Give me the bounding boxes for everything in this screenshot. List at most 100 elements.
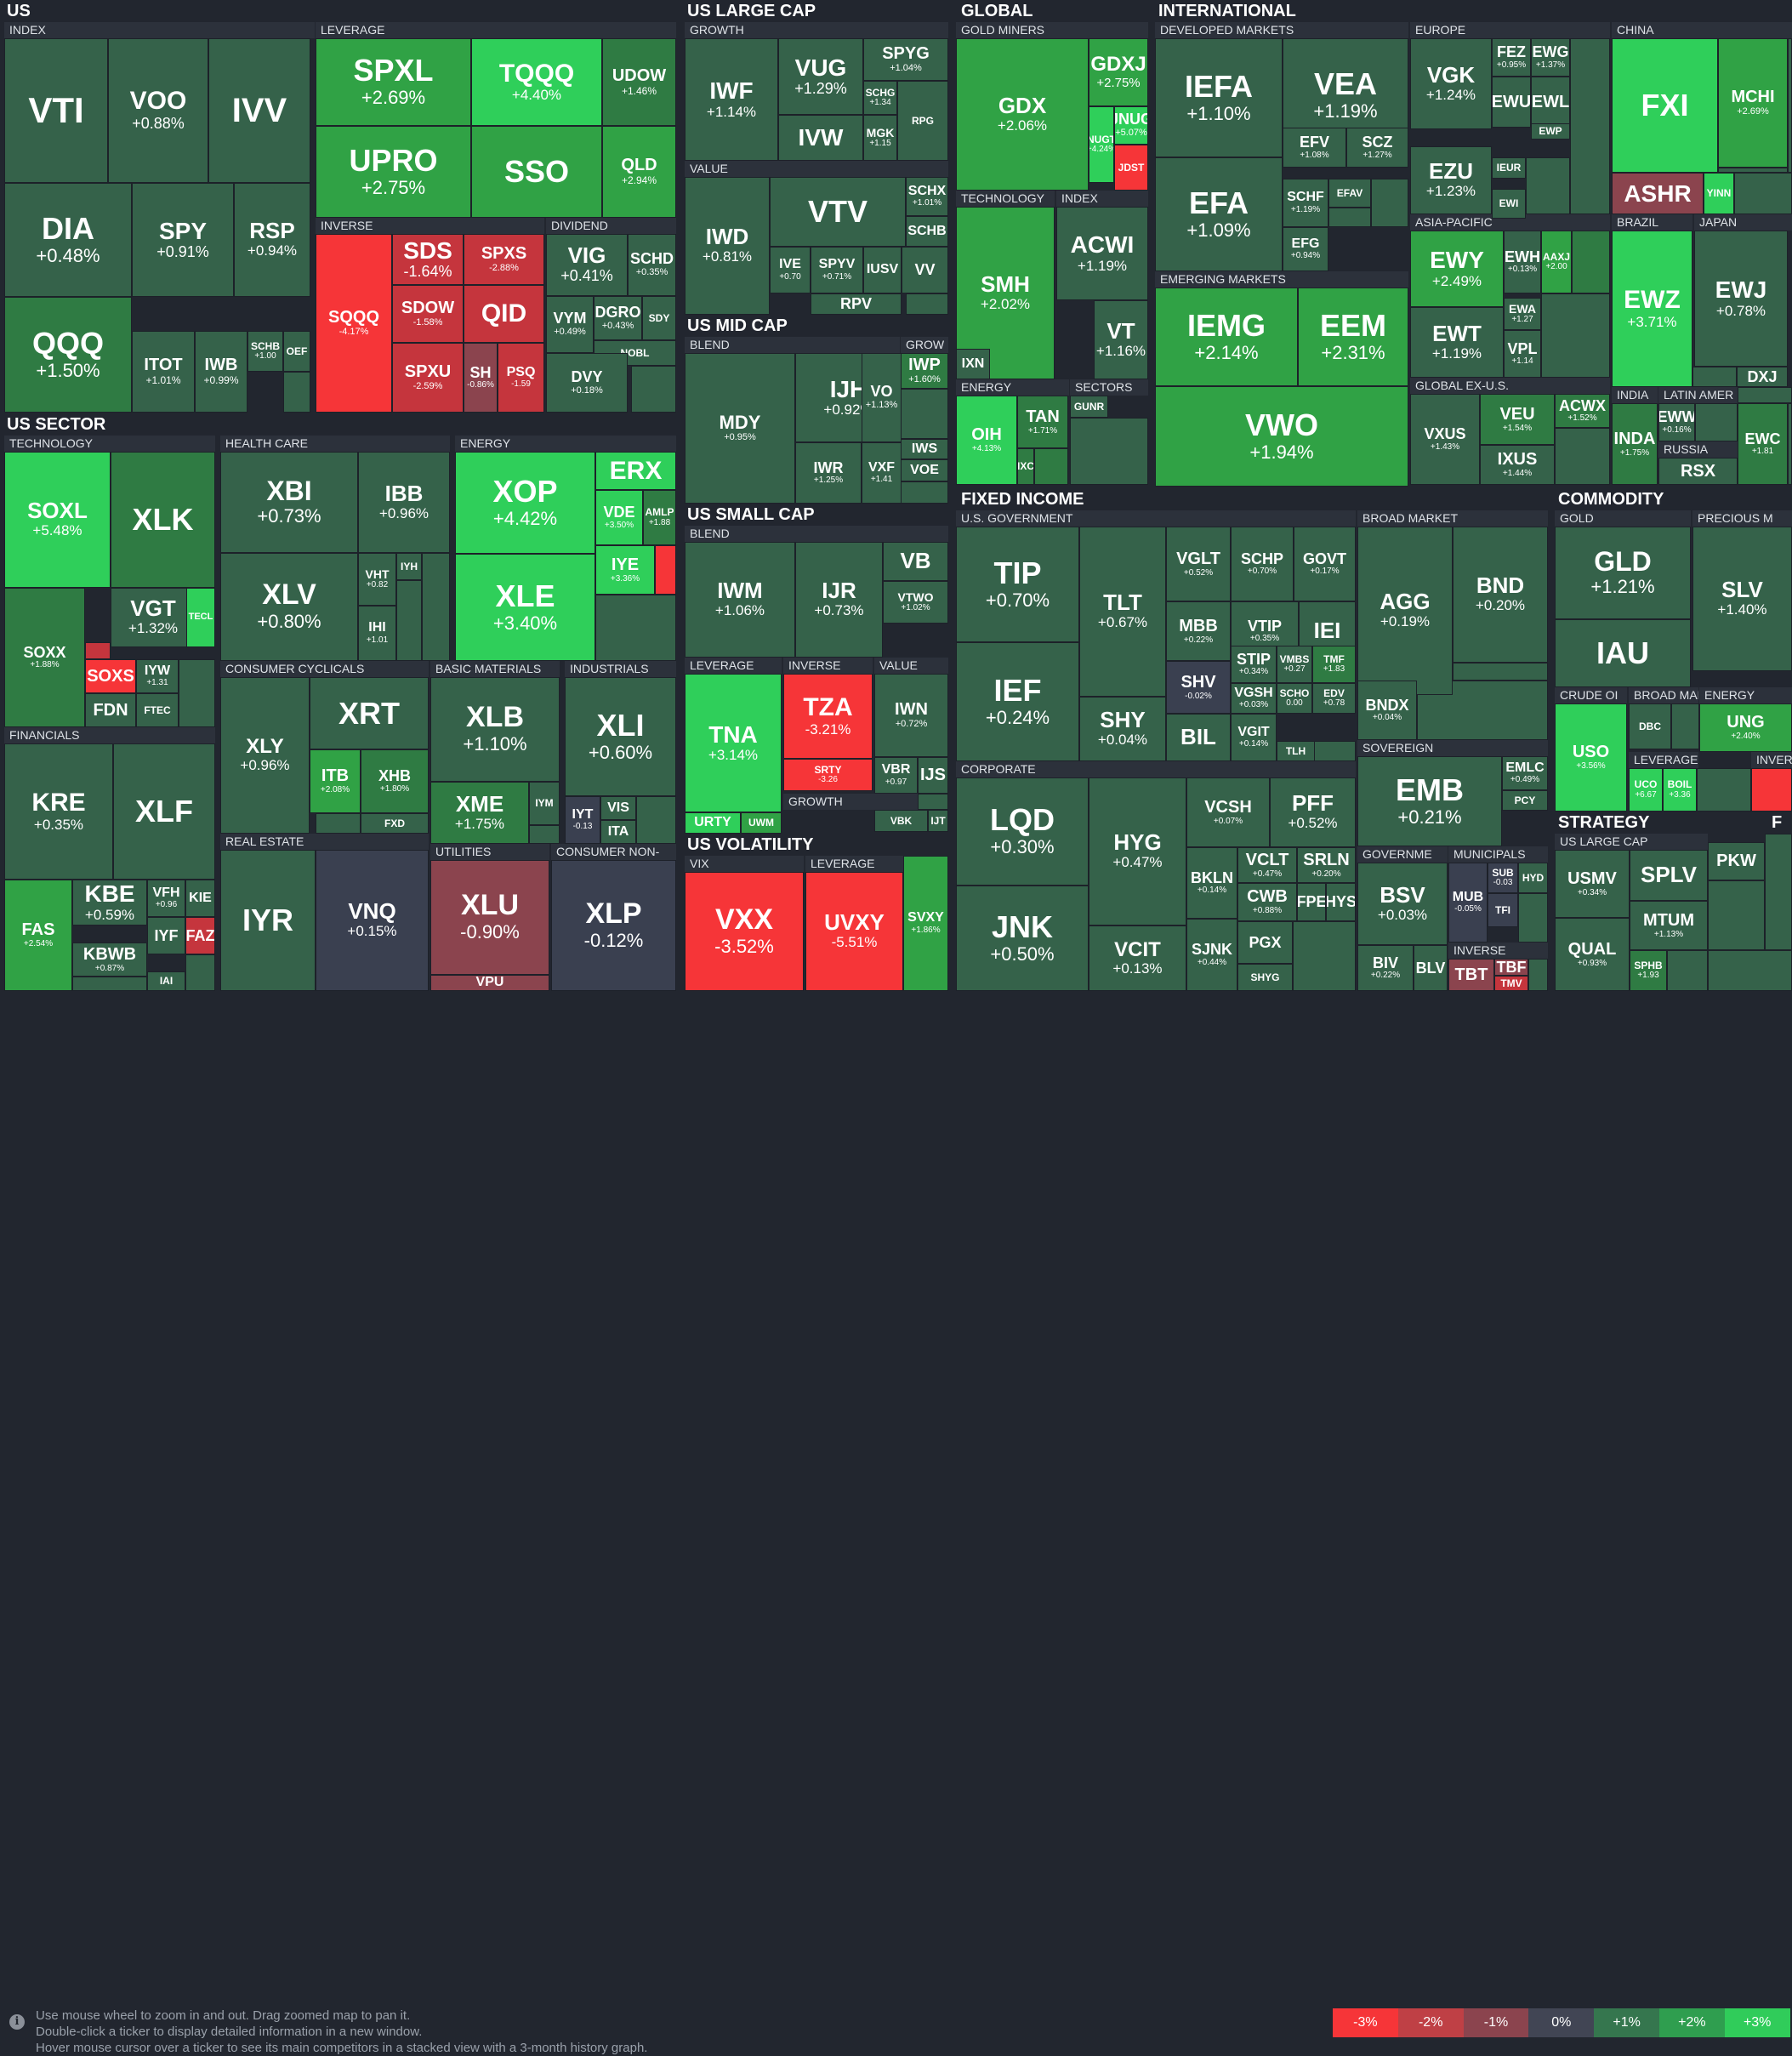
ticker-tile-sub[interactable]: SUB -0.03 [1488, 863, 1518, 893]
ticker-tile-schb[interactable]: SCHB [906, 216, 948, 247]
ticker-tile-vym[interactable]: VYM +0.49% [546, 296, 594, 353]
ticker-tile-xlv[interactable]: XLV +0.80% [220, 553, 358, 661]
ticker-tile-rpg[interactable]: RPG [897, 81, 948, 161]
ticker-tile-xrt[interactable]: XRT [310, 677, 429, 749]
ticker-tile-emlc[interactable]: EMLC +0.49% [1502, 756, 1548, 790]
ticker-tile-dbc[interactable]: DBC [1629, 703, 1671, 749]
ticker-tile-tecl[interactable]: TECL [186, 588, 215, 647]
ticker-tile-soxx[interactable]: SOXX +1.88% [4, 588, 85, 727]
ticker-tile-small[interactable] [595, 595, 676, 661]
ticker-tile-sdy[interactable]: SDY [642, 296, 676, 340]
ticker-tile-sdow[interactable]: SDOW -1.58% [392, 285, 464, 343]
ticker-tile-voo[interactable]: VOO +0.88% [108, 38, 208, 183]
ticker-tile-rsx[interactable]: RSX [1658, 458, 1738, 485]
ticker-tile-soxs[interactable]: SOXS [85, 659, 136, 693]
ticker-tile-vpu[interactable]: VPU [430, 975, 549, 991]
ticker-tile-tip[interactable]: TIP +0.70% [956, 527, 1079, 642]
ticker-tile-ihi[interactable]: IHI +1.01 [358, 606, 396, 661]
ticker-tile-vmbs[interactable]: VMBS +0.27 [1277, 646, 1312, 683]
ticker-tile-slv[interactable]: SLV +1.40% [1692, 527, 1792, 671]
ticker-tile-faz[interactable]: FAZ [185, 917, 215, 954]
ticker-tile-shv[interactable]: SHV -0.02% [1166, 661, 1231, 714]
ticker-tile-vht[interactable]: VHT +0.82 [358, 553, 396, 606]
ticker-tile-ewy[interactable]: EWY +2.49% [1410, 231, 1504, 307]
ticker-tile-splv[interactable]: SPLV [1630, 850, 1708, 901]
ticker-tile-dgro[interactable]: DGRO +0.43% [594, 296, 642, 340]
ticker-tile-iyr[interactable]: IYR [220, 850, 316, 991]
ticker-tile-vv[interactable]: VV [902, 247, 948, 293]
ticker-tile-nugt[interactable]: NUGT+4.24% [1089, 106, 1114, 183]
ticker-tile-small[interactable] [1570, 38, 1610, 214]
ticker-tile-small[interactable] [636, 796, 676, 844]
ticker-tile-spyv[interactable]: SPYV +0.71% [811, 247, 863, 293]
ticker-tile-small[interactable] [1526, 157, 1570, 214]
ticker-tile-efav[interactable]: EFAV [1328, 179, 1371, 208]
ticker-tile-gunr[interactable]: GUNR [1070, 396, 1108, 418]
ticker-tile-qual[interactable]: QUAL +0.93% [1555, 918, 1630, 991]
ticker-tile-small[interactable] [529, 825, 560, 844]
ticker-tile-bndx[interactable]: BNDX +0.04% [1357, 681, 1417, 740]
ticker-tile-ewt[interactable]: EWT +1.19% [1410, 307, 1504, 378]
ticker-tile-schx[interactable]: SCHX +1.01% [906, 177, 948, 216]
ticker-tile-edv[interactable]: EDV +0.78 [1312, 683, 1356, 714]
ticker-tile-qld[interactable]: QLD +2.94% [602, 126, 676, 218]
ticker-tile-boil[interactable]: BOIL +3.36 [1663, 768, 1697, 812]
ticker-tile-pkw[interactable]: PKW [1708, 842, 1765, 880]
ticker-tile-small[interactable] [1328, 208, 1371, 227]
ticker-tile-ita[interactable]: ITA [600, 820, 636, 844]
ticker-tile-xlb[interactable]: XLB +1.10% [430, 677, 560, 782]
ticker-tile-qid[interactable]: QID [464, 285, 544, 343]
ticker-tile-small[interactable] [1528, 959, 1548, 991]
ticker-tile-ixn[interactable]: IXN [956, 349, 990, 379]
ticker-tile-agg[interactable]: AGG +0.19% [1357, 527, 1453, 695]
ticker-tile-small[interactable] [1788, 38, 1792, 173]
ticker-tile-xbi[interactable]: XBI +0.73% [220, 452, 358, 553]
ticker-tile-ivw[interactable]: IVW [778, 115, 863, 161]
ticker-tile-soxl[interactable]: SOXL +5.48% [4, 452, 111, 588]
ticker-tile-fdn[interactable]: FDN [85, 693, 136, 727]
ticker-tile-tqqq[interactable]: TQQQ +4.40% [471, 38, 602, 126]
ticker-tile-ijs[interactable]: IJS [918, 757, 948, 794]
ticker-tile-mub[interactable]: MUB -0.05% [1448, 863, 1488, 943]
ticker-tile-kbe[interactable]: KBE +0.59% [72, 880, 147, 925]
ticker-tile-oih[interactable]: OIH +4.13% [956, 396, 1017, 485]
ticker-tile-ftec[interactable]: FTEC [136, 693, 179, 727]
ticker-tile-stip[interactable]: STIP +0.34% [1231, 646, 1277, 683]
ticker-tile-vis[interactable]: VIS [600, 796, 636, 820]
ticker-tile-small[interactable] [1034, 448, 1068, 485]
ticker-tile-vpl[interactable]: VPL +1.14 [1504, 330, 1541, 378]
ticker-tile-ewj[interactable]: EWJ +0.78% [1694, 231, 1788, 367]
ticker-tile-efg[interactable]: EFG +0.94% [1283, 227, 1328, 271]
ticker-tile-erx[interactable]: ERX [595, 452, 676, 490]
ticker-tile-emb[interactable]: EMB +0.21% [1357, 756, 1502, 846]
ticker-tile-iws[interactable]: IWS [901, 439, 948, 459]
ticker-tile-ung[interactable]: UNG +2.40% [1699, 703, 1792, 752]
ticker-tile-small[interactable] [1765, 834, 1792, 950]
ticker-tile-ewh[interactable]: EWH +0.13% [1504, 231, 1541, 293]
ticker-tile-srty[interactable]: SRTY -3.26 [783, 759, 873, 791]
ticker-tile-small[interactable] [901, 481, 948, 504]
ticker-tile-small[interactable] [1453, 663, 1548, 681]
ticker-tile-fxd[interactable]: FXD [361, 813, 429, 834]
ticker-tile-ijt[interactable]: IJT [928, 810, 948, 832]
ticker-tile-qqq[interactable]: QQQ +1.50% [4, 297, 132, 413]
ticker-tile-ixc[interactable]: IXC [1017, 448, 1034, 485]
ticker-tile-iwb[interactable]: IWB +0.99% [195, 331, 247, 413]
ticker-tile-vo[interactable]: VO +1.13% [862, 353, 902, 442]
ticker-tile-kre[interactable]: KRE +0.35% [4, 743, 113, 880]
ticker-tile-small[interactable] [631, 366, 676, 413]
ticker-tile-tlh[interactable]: TLH [1277, 741, 1315, 761]
ticker-tile-kbwb[interactable]: KBWB +0.87% [72, 943, 147, 977]
ticker-tile-small[interactable] [901, 389, 948, 439]
ticker-tile-iefa[interactable]: IEFA +1.10% [1155, 38, 1283, 157]
ticker-tile-schp[interactable]: SCHP +0.70% [1231, 527, 1294, 601]
ticker-tile-fas[interactable]: FAS +2.54% [4, 880, 72, 991]
ticker-tile-vcit[interactable]: VCIT +0.13% [1089, 925, 1186, 991]
ticker-tile-vxf[interactable]: VXF +1.41 [862, 442, 902, 504]
ticker-tile-small[interactable] [72, 977, 147, 991]
ticker-tile-small[interactable] [1734, 173, 1792, 214]
ticker-tile-uwm[interactable]: UWM [741, 812, 782, 834]
ticker-tile-mgk[interactable]: MGK +1.15 [863, 115, 897, 161]
ticker-tile-fpe[interactable]: FPE [1297, 883, 1326, 921]
ticker-tile-xle[interactable]: XLE +3.40% [455, 554, 595, 661]
